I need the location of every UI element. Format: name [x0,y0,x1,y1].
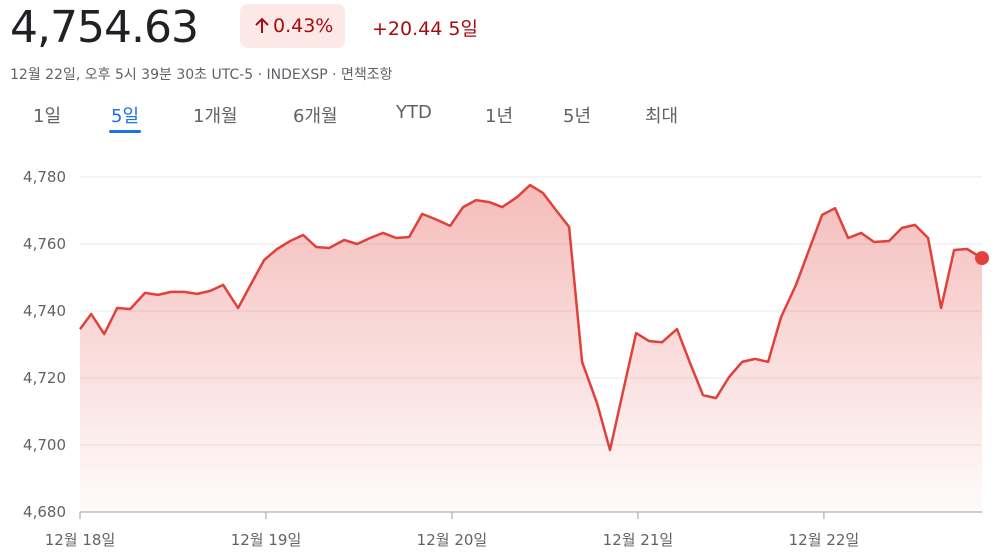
y-tick-label: 4,740 [23,302,66,320]
last-point [975,251,989,266]
range-tab[interactable]: 5년 [563,106,592,127]
area [80,185,982,512]
range-tab[interactable]: YTD [396,102,432,123]
range-tab[interactable]: 1일 [33,106,62,127]
range-tab[interactable]: 1년 [485,106,514,127]
x-tick-label: 12월 20일 [417,531,488,549]
line [78,183,983,452]
range-tab[interactable]: 6개월 [293,106,338,127]
x-tick-label: 12월 21일 [603,531,674,549]
y-tick-label: 4,680 [23,503,66,521]
y-tick-label: 4,700 [23,436,66,454]
change-percent: 0.43% [273,15,334,37]
x-tick-label: 12월 19일 [231,531,302,549]
x-tick-label: 12월 18일 [45,531,116,549]
y-tick-label: 4,760 [23,235,66,253]
range-tab[interactable]: 1개월 [193,106,238,127]
up-arrow [255,17,269,33]
meta: 12월 22일, 오후 5시 39분 30초 UTC-5 · INDEXSP ·… [10,67,393,83]
x-tick-label: 12월 22일 [789,531,860,549]
price: 4,754.63 [10,2,199,53]
change-value-wrap: +20.44 5일 [372,14,478,41]
change-period: 5일 [448,18,478,40]
change-value: +20.44 [372,18,443,40]
range-tab[interactable]: 최대 [645,106,679,127]
range-tab[interactable]: 5일 [108,102,142,133]
change-badge: 0.43% [240,4,346,48]
y-tick-label: 4,720 [23,369,66,387]
y-tick-label: 4,780 [23,168,66,186]
